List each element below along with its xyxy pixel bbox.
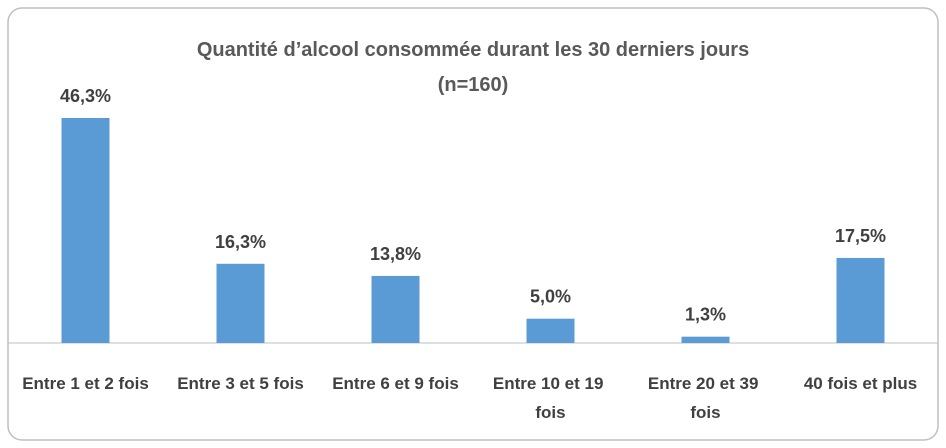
bar [216,263,265,343]
chart-title: Quantité d’alcool consommée durant les 3… [197,39,749,61]
x-tick-label: Entre 10 et 19 fois [493,374,608,422]
x-tick-label: Entre 20 et 39 fois [648,374,763,422]
bar [681,336,730,343]
x-tick-label: Entre 6 et 9 fois [332,374,459,393]
bar [836,257,885,343]
data-label: 5,0% [530,287,571,307]
chart-subtitle: (n=160) [438,74,509,96]
data-label: 17,5% [835,226,886,246]
bar [371,275,420,343]
data-label: 46,3% [60,86,111,106]
bar [526,318,575,343]
bar [61,118,110,343]
data-label: 1,3% [685,305,726,325]
data-label: 13,8% [370,244,421,264]
data-label: 16,3% [215,232,266,252]
x-tick-label: 40 fois et plus [804,374,917,393]
x-tick-label: Entre 3 et 5 fois [177,374,304,393]
x-tick-label: Entre 1 et 2 fois [22,374,149,393]
